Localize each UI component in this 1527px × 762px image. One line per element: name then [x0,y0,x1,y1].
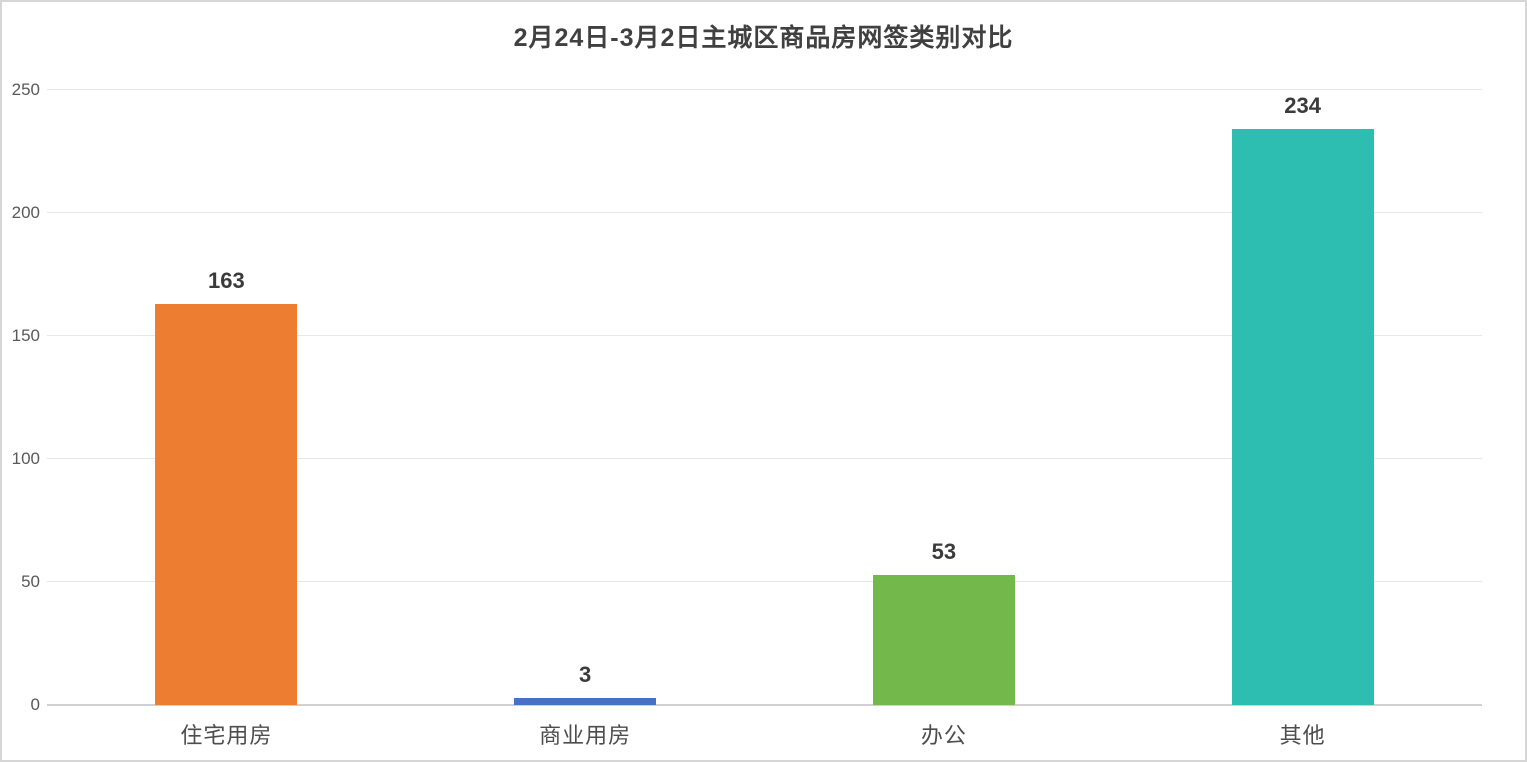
bar-value-label: 163 [208,268,245,294]
gridline [47,335,1482,336]
y-tick-label: 100 [11,449,40,468]
bar-2 [514,697,657,705]
bar-4 [1231,129,1374,705]
y-tick-label: 200 [11,203,40,222]
y-tick-label: 0 [30,695,40,714]
x-category-label: 办公 [920,723,967,748]
gridline [47,458,1482,459]
gridline [47,89,1482,90]
x-category-label: 住宅用房 [180,723,273,748]
chart-title: 2月24日-3月2日主城区商品房网签类别对比 [513,24,1014,52]
y-tick-label: 250 [11,80,40,99]
x-category-label: 其他 [1279,723,1326,748]
bar-1 [155,304,298,705]
y-tick-label: 150 [11,326,40,345]
bar-value-label: 53 [931,538,957,564]
y-tick-label: 50 [21,572,40,591]
gridline [47,212,1482,213]
x-axis-line [47,704,1482,706]
bar-value-label: 3 [579,661,592,687]
bar-3 [872,574,1015,705]
gridline [47,581,1482,582]
x-category-label: 商业用房 [539,723,632,748]
plot-area [47,89,1482,706]
bar-value-label: 234 [1284,93,1321,119]
